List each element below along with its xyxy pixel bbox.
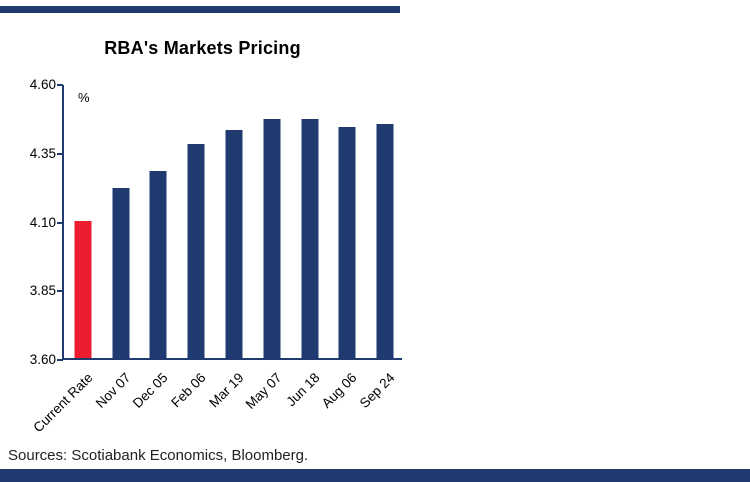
y-tick-mark [57, 84, 63, 86]
bar-dec-05 [149, 171, 167, 358]
bar-slot [215, 85, 253, 358]
bar-current-rate [74, 220, 92, 358]
chart-title: RBA's Markets Pricing [104, 38, 301, 58]
bar-slot [253, 85, 291, 358]
y-tick-label: 3.60 [29, 352, 56, 367]
y-tick-label: 3.85 [29, 283, 56, 299]
bar-aug-06 [338, 127, 356, 358]
bar-nov-07 [112, 187, 130, 358]
y-tick-mark [57, 290, 63, 293]
top-border-rule [0, 6, 400, 13]
y-tick-label: 4.35 [29, 145, 56, 161]
bar-slot [102, 85, 140, 358]
sources-caption: Sources: Scotiabank Economics, Bloomberg… [8, 447, 309, 464]
chart: RBA's Markets Pricing % 3.60 3.85 4.10 4.35… [29, 38, 402, 435]
bar-slot [177, 85, 215, 358]
bar-slot [291, 85, 329, 358]
y-tick-label: 4.60 [29, 77, 56, 92]
bar-jun-18 [301, 118, 319, 358]
bar-mar-19 [225, 129, 243, 358]
y-tick-label: 4.10 [29, 214, 56, 230]
bar-slot [64, 85, 102, 358]
bar-sep-24 [376, 124, 394, 358]
bar-feb-06 [187, 143, 205, 358]
plot-area [62, 85, 402, 360]
y-axis-unit-label: % [78, 90, 90, 105]
y-tick-mark [57, 221, 63, 224]
y-tick-mark [57, 152, 63, 155]
y-tick-mark [57, 359, 63, 361]
bar-slot [140, 85, 178, 358]
bar-slot [328, 85, 366, 358]
bottom-border-bar [0, 469, 750, 482]
bar-slot [366, 85, 404, 358]
bar-may-07 [263, 118, 281, 358]
